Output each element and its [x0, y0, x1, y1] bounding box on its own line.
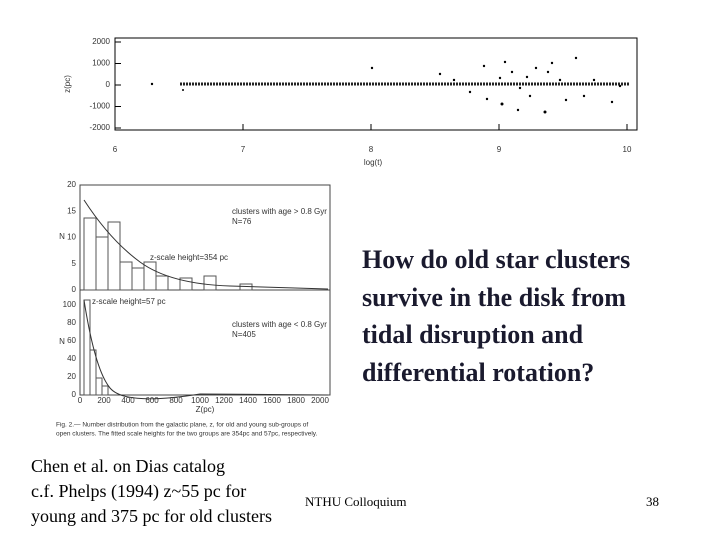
axis-label: N	[59, 232, 65, 241]
x-tick-label: 6	[113, 145, 118, 154]
page-number: 38	[646, 494, 659, 509]
x-tick-label: 200	[97, 396, 111, 405]
axis-label: N	[59, 337, 65, 346]
annotation: clusters with age > 0.8 Gyr	[232, 207, 327, 216]
annotation: z-scale height=354 pc	[150, 253, 228, 262]
fit-curve	[83, 299, 329, 400]
x-tick-label: 10	[623, 145, 632, 154]
y-tick-label: 60	[67, 336, 76, 345]
x-tick-label: 1600	[263, 396, 281, 405]
y-tick-label: 40	[67, 354, 76, 363]
note-line: c.f. Phelps (1994) z~55 pc for	[31, 481, 246, 502]
x-tick-label: 0	[78, 396, 83, 405]
x-tick-label: 8	[369, 145, 374, 154]
y-tick-label: 80	[67, 318, 76, 327]
plot-frame	[114, 37, 638, 131]
y-tick-label: 0	[106, 80, 111, 89]
hist-bars	[83, 217, 253, 396]
y-tick-label: 2000	[92, 37, 110, 46]
x-tick-label: 2000	[311, 396, 329, 405]
x-tick-label: 800	[169, 396, 183, 405]
x-tick-label: 1800	[287, 396, 305, 405]
x-tick-label: 600	[145, 396, 159, 405]
y-tick-label: 0	[72, 390, 77, 399]
axis-label: log(t)	[364, 158, 383, 167]
annotation: clusters with age < 0.8 Gyr	[232, 320, 327, 329]
y-tick-label: 20	[67, 180, 76, 189]
axis-label: z(pc)	[63, 75, 72, 93]
question-line: survive in the disk from	[362, 283, 626, 312]
x-tick-label: 400	[121, 396, 135, 405]
x-tick-label: 1200	[215, 396, 233, 405]
y-tick-label: 100	[63, 300, 77, 309]
y-tick-label: 15	[67, 206, 76, 215]
question-line: tidal disruption and	[362, 320, 584, 349]
x-tick-label: 9	[497, 145, 502, 154]
annotation: z-scale height=57 pc	[92, 297, 166, 306]
note-line: Chen et al. on Dias catalog	[31, 456, 225, 476]
footer: NTHU Colloquium	[305, 494, 406, 509]
x-tick-label: 1000	[191, 396, 209, 405]
y-tick-label: 5	[72, 259, 77, 268]
caption: open clusters. The fitted scale heights …	[56, 431, 318, 438]
axis-label: Z(pc)	[196, 405, 215, 414]
y-tick-label: -1000	[90, 102, 111, 111]
annotation: N=76	[232, 217, 252, 226]
y-tick-label: -2000	[90, 123, 111, 132]
question-line: differential rotation?	[362, 358, 594, 387]
y-tick-label: 1000	[92, 59, 110, 68]
hist-frame	[79, 184, 331, 291]
note-line: young and 375 pc for old clusters	[31, 506, 272, 526]
fit-curve	[83, 199, 329, 290]
y-tick-label: 20	[67, 372, 76, 381]
y-tick-label: 0	[72, 285, 77, 294]
x-tick-label: 7	[241, 145, 246, 154]
question-line: How do old star clusters	[362, 245, 630, 274]
caption: Fig. 2.— Number distribution from the ga…	[56, 422, 308, 429]
annotation: N=405	[232, 330, 256, 339]
scatter-dots	[150, 56, 622, 114]
y-tick-label: 10	[67, 233, 76, 242]
x-tick-label: 1400	[239, 396, 257, 405]
